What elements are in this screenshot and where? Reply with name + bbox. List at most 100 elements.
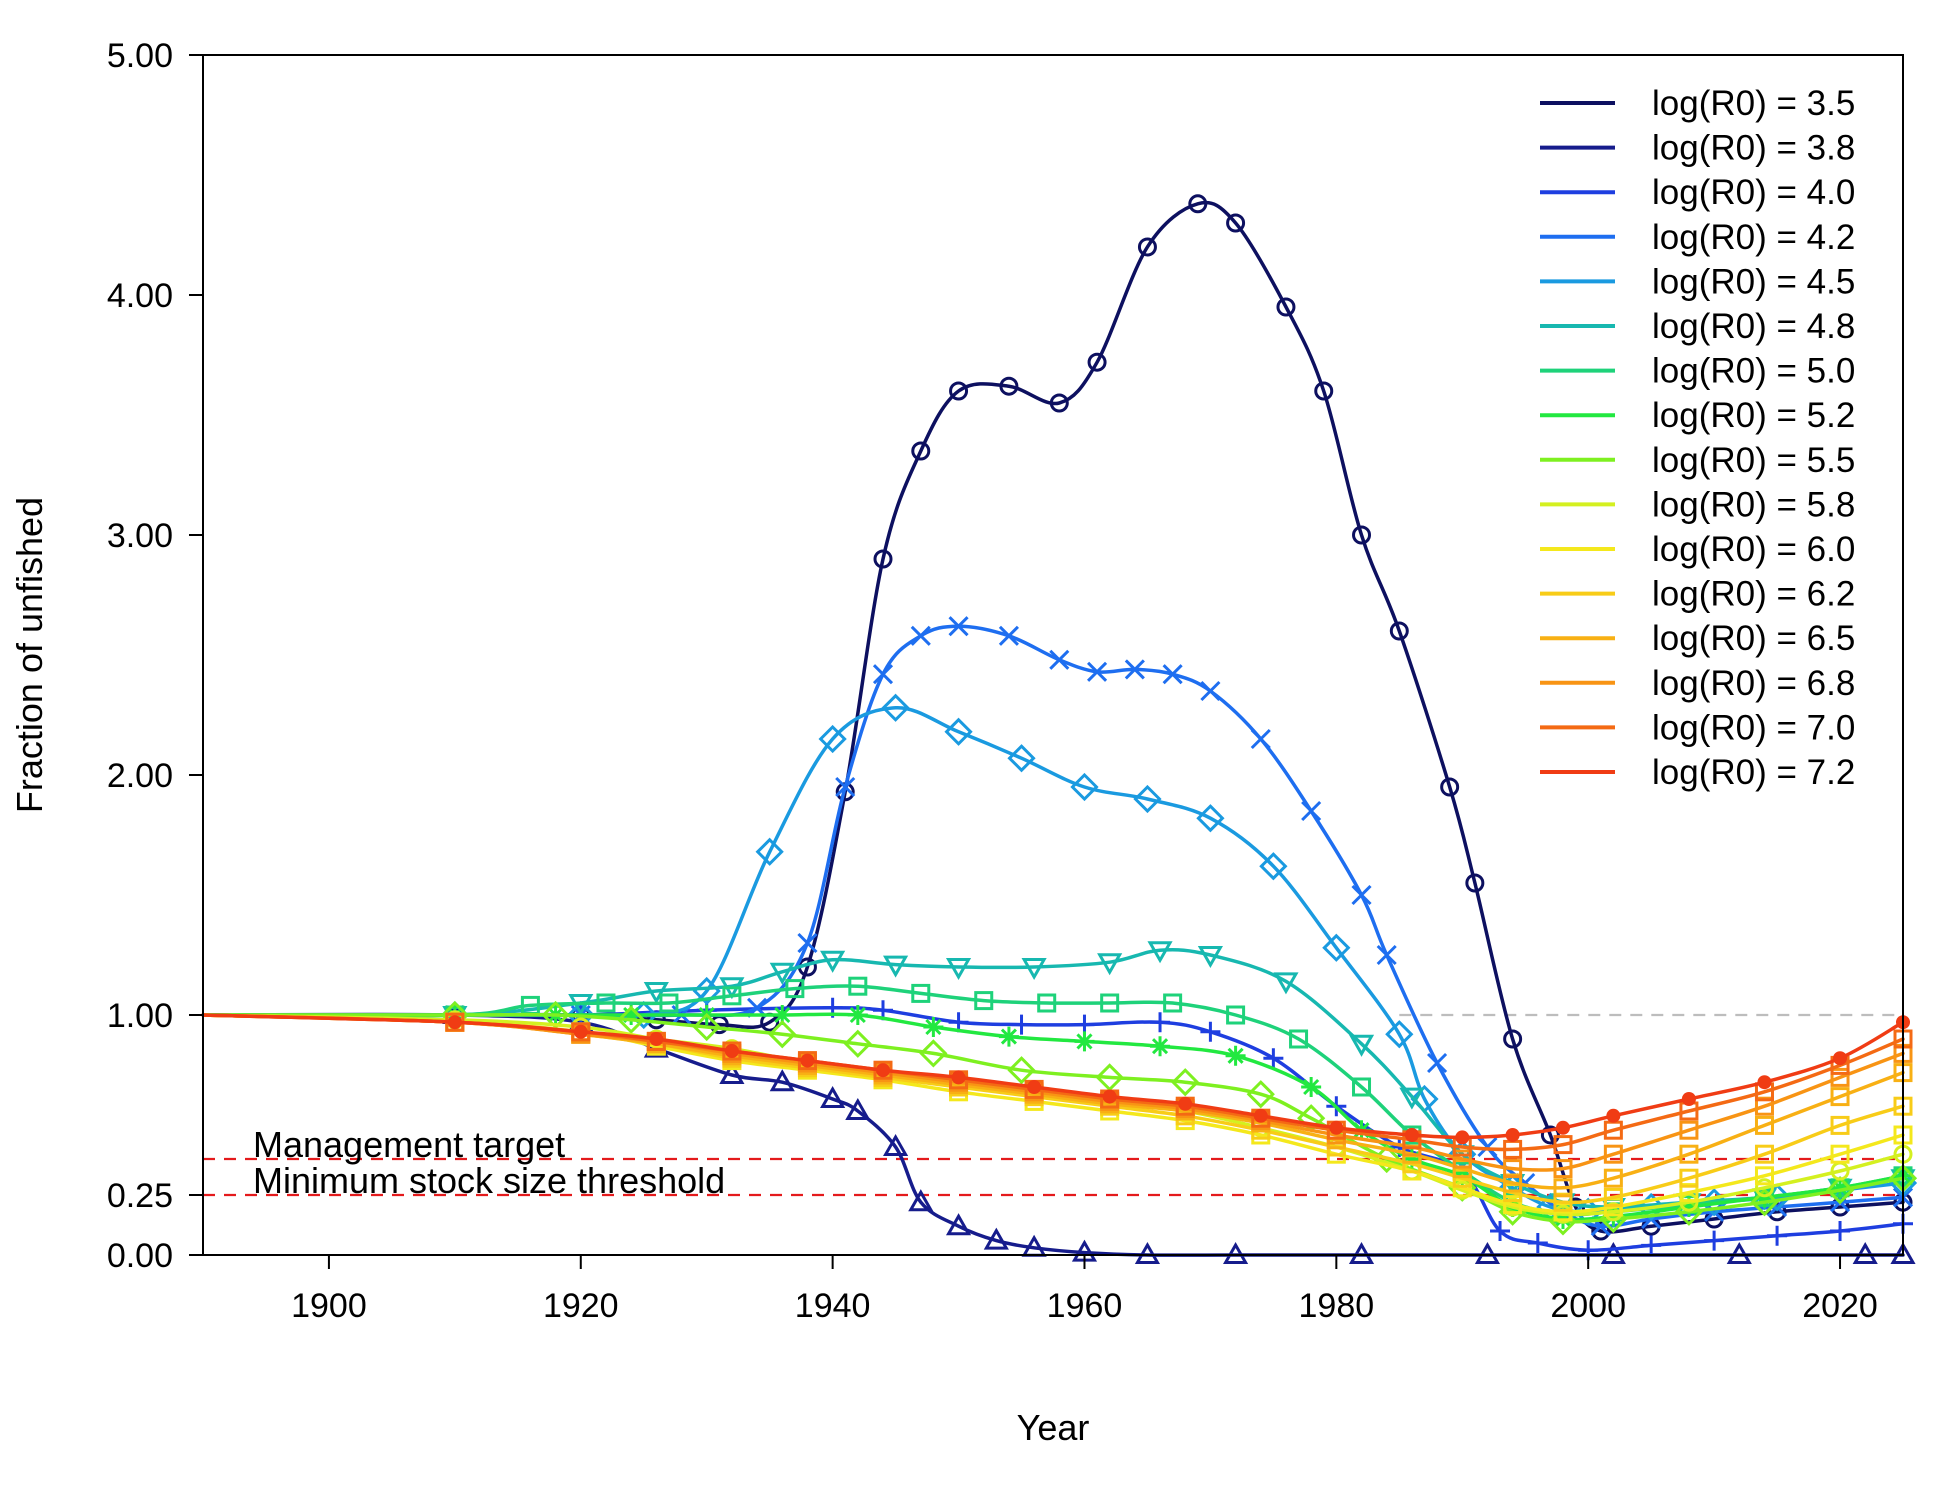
data-point xyxy=(1376,944,1397,966)
data-point xyxy=(872,664,894,685)
data-point xyxy=(724,1044,739,1058)
data-point xyxy=(1226,213,1246,233)
data-point xyxy=(820,950,846,973)
series-line xyxy=(201,1012,1905,1224)
data-point xyxy=(1890,1241,1916,1264)
data-point xyxy=(1246,1080,1275,1109)
x-tick-label: 1900 xyxy=(291,1287,367,1325)
y-tick-label: 5.00 xyxy=(107,37,173,75)
x-tick-label: 2020 xyxy=(1802,1287,1878,1325)
data-point xyxy=(948,616,969,637)
data-point xyxy=(1289,1029,1309,1049)
data-point xyxy=(1253,1108,1268,1123)
data-point xyxy=(772,1005,793,1025)
y-tick-label: 0.00 xyxy=(107,1237,173,1275)
data-point xyxy=(1754,1144,1774,1164)
data-point xyxy=(983,1227,1009,1250)
data-point xyxy=(649,1032,664,1046)
data-point xyxy=(1603,1144,1623,1164)
data-point xyxy=(1833,1051,1848,1066)
data-point xyxy=(1351,884,1372,906)
data-point xyxy=(876,1063,890,1078)
data-point xyxy=(1465,873,1485,893)
data-point xyxy=(1348,1034,1375,1057)
data-point xyxy=(883,955,909,978)
data-point xyxy=(1679,1144,1699,1164)
reference-line-label: Management target xyxy=(253,1124,565,1165)
data-point xyxy=(949,381,969,401)
y-axis-title: Fraction of unfished xyxy=(9,497,50,813)
data-point xyxy=(1162,664,1183,685)
data-point xyxy=(883,1133,909,1156)
data-point xyxy=(1102,1089,1117,1104)
data-point xyxy=(541,1000,570,1030)
data-point xyxy=(1133,784,1162,814)
data-point xyxy=(1250,728,1271,750)
legend-entry-label: log(R0) = 3.8 xyxy=(1652,129,1855,168)
data-point xyxy=(1681,1092,1696,1106)
x-axis: 1900 1920 1940 1960 1980 2000 2020 xyxy=(203,1254,1903,1325)
data-point xyxy=(881,693,910,722)
y-axis: 0.00 0.25 1.00 2.00 3.00 4.00 5.00 xyxy=(107,37,204,1275)
data-point xyxy=(1503,1029,1523,1049)
data-point xyxy=(1452,1149,1472,1169)
data-point xyxy=(1553,1135,1573,1155)
data-point xyxy=(1263,1048,1284,1069)
data-point xyxy=(1314,381,1334,401)
data-point xyxy=(1095,1063,1124,1092)
series-layer xyxy=(201,194,1918,1264)
x-axis-title: Year xyxy=(1017,1407,1090,1448)
data-point xyxy=(1704,1230,1725,1251)
x-tick-label: 1980 xyxy=(1299,1287,1375,1325)
data-point xyxy=(999,376,1019,396)
data-point xyxy=(800,1053,815,1068)
data-point xyxy=(1163,993,1183,1013)
legend-entry-label: log(R0) = 4.2 xyxy=(1652,218,1855,257)
data-point xyxy=(755,837,784,866)
legend-entry-label: log(R0) = 5.2 xyxy=(1652,396,1855,435)
data-point xyxy=(1021,958,1047,981)
data-point xyxy=(1825,1176,1855,1205)
data-point xyxy=(1007,1056,1036,1085)
data-point xyxy=(1503,1195,1523,1215)
data-point xyxy=(1754,1187,1775,1208)
legend-entry-label: log(R0) = 4.5 xyxy=(1652,262,1855,301)
data-point xyxy=(923,1017,944,1037)
data-point xyxy=(1603,1168,1623,1188)
data-point xyxy=(596,993,616,1013)
data-point xyxy=(998,625,1019,646)
legend-entry-label: log(R0) = 6.2 xyxy=(1652,575,1855,614)
data-point xyxy=(1087,661,1108,682)
data-point xyxy=(1852,1241,1878,1264)
data-point xyxy=(769,962,795,985)
data-point xyxy=(1641,1235,1662,1256)
data-point xyxy=(1503,1159,1523,1179)
data-point xyxy=(785,979,805,999)
data-point xyxy=(1830,1144,1850,1164)
data-point xyxy=(719,1061,745,1084)
data-point xyxy=(1329,1120,1344,1135)
x-tick-label: 1960 xyxy=(1047,1287,1123,1325)
data-point xyxy=(1401,1149,1422,1169)
data-point xyxy=(1385,1020,1414,1049)
data-point xyxy=(1767,1225,1788,1246)
data-point xyxy=(1767,1202,1787,1222)
data-point xyxy=(1830,1067,1850,1087)
legend-entry-label: log(R0) = 3.5 xyxy=(1652,84,1855,123)
data-point xyxy=(1087,352,1107,372)
data-point xyxy=(797,932,818,954)
data-point xyxy=(908,1189,934,1212)
data-point xyxy=(1455,1130,1470,1145)
data-point xyxy=(1134,1241,1161,1264)
data-point xyxy=(1754,1115,1774,1135)
data-point xyxy=(1348,1241,1375,1264)
data-point xyxy=(1399,1087,1425,1110)
data-point xyxy=(1147,941,1173,964)
data-point xyxy=(1070,772,1099,802)
data-point xyxy=(945,1213,972,1236)
x-tick-label: 1920 xyxy=(543,1287,619,1325)
data-point xyxy=(1830,1115,1850,1135)
data-point xyxy=(1404,1128,1419,1142)
x-tick-label: 1940 xyxy=(795,1287,871,1325)
data-point xyxy=(1007,744,1036,773)
